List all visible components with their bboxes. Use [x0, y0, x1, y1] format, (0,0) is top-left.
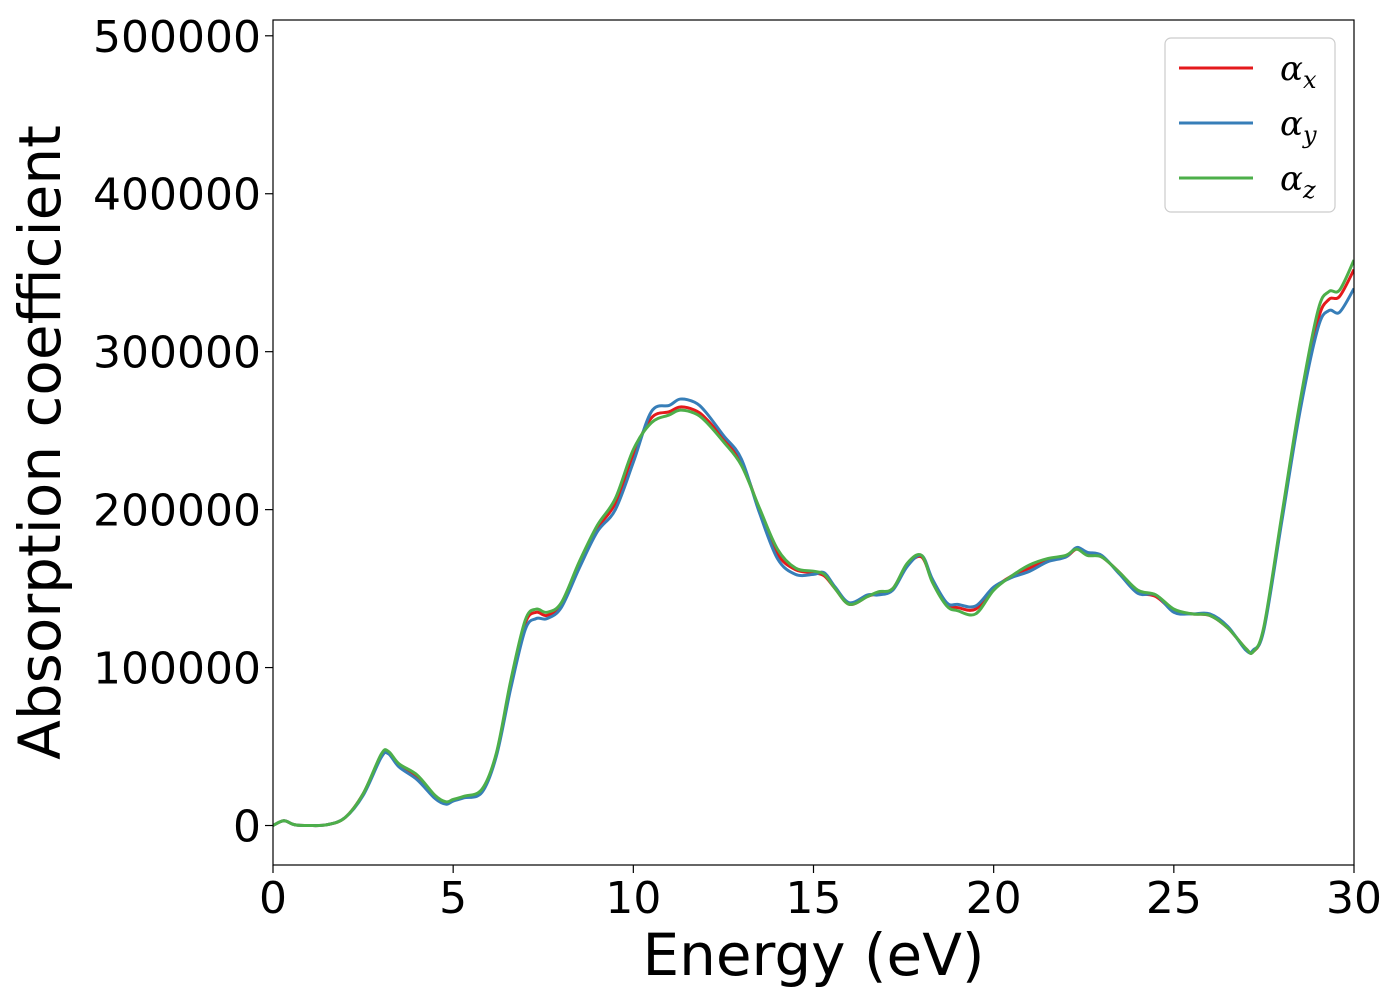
y-axis-title: Absorption coefficient	[6, 125, 74, 760]
series-line-z	[273, 259, 1354, 828]
series-line-x	[273, 268, 1354, 828]
x-axis-title: Energy (eV)	[642, 921, 984, 989]
y-tick-label: 500000	[93, 12, 261, 63]
x-tick-label: 0	[259, 873, 287, 924]
x-tick-label: 30	[1326, 873, 1382, 924]
y-tick-label: 300000	[93, 328, 261, 379]
y-tick-label: 0	[233, 802, 261, 853]
series-layer	[273, 259, 1354, 828]
axes-layer: 0 5 10 15 20 25 30 0 100000 200000 300000 400000 500…	[93, 12, 1382, 924]
x-tick-label: 20	[966, 873, 1022, 924]
x-tick-label: 15	[786, 873, 842, 924]
legend-label-z: αz	[1280, 159, 1316, 204]
y-tick-label: 100000	[93, 644, 261, 695]
x-tick-label: 25	[1146, 873, 1202, 924]
series-line-y	[273, 287, 1354, 828]
y-tick-label: 200000	[93, 486, 261, 537]
x-tick-label: 10	[605, 873, 661, 924]
legend-box	[1164, 37, 1336, 213]
x-tick-label: 5	[439, 873, 467, 924]
y-tick-label: 400000	[93, 170, 261, 221]
